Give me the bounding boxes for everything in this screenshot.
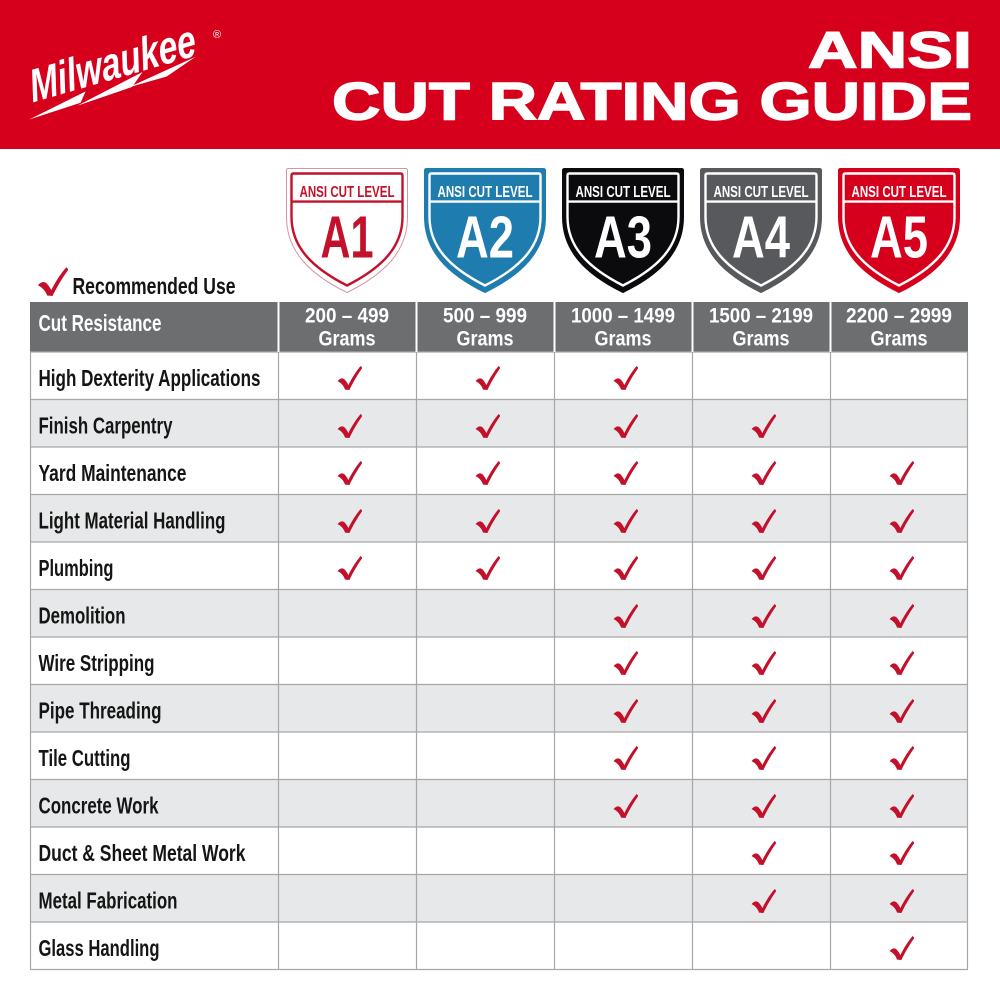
svg-text:Tile Cutting: Tile Cutting [39, 745, 131, 771]
svg-text:Glass Handling: Glass Handling [39, 935, 160, 961]
svg-text:Light Material Handling: Light Material Handling [39, 508, 226, 534]
svg-text:Duct & Sheet Metal Work: Duct & Sheet Metal Work [39, 840, 246, 866]
svg-text:ANSI: ANSI [808, 22, 972, 79]
svg-text:ANSI CUT LEVEL: ANSI CUT LEVEL [300, 184, 395, 201]
svg-text:200 – 499: 200 – 499 [305, 303, 389, 327]
svg-text:A4: A4 [732, 205, 790, 271]
svg-text:Pipe Threading: Pipe Threading [39, 698, 162, 724]
svg-text:1000 – 1499: 1000 – 1499 [571, 303, 675, 327]
svg-text:A2: A2 [456, 205, 514, 271]
svg-text:High Dexterity Applications: High Dexterity Applications [39, 365, 261, 391]
svg-text:Demolition: Demolition [39, 603, 126, 629]
svg-text:CUT RATING GUIDE: CUT RATING GUIDE [332, 73, 972, 132]
svg-text:Metal Fabrication: Metal Fabrication [39, 888, 178, 914]
svg-text:500 – 999: 500 – 999 [443, 303, 527, 327]
svg-text:Grams: Grams [871, 326, 928, 350]
svg-text:Grams: Grams [319, 326, 376, 350]
svg-text:ANSI CUT LEVEL: ANSI CUT LEVEL [714, 184, 809, 201]
svg-text:A5: A5 [870, 205, 928, 271]
svg-text:Grams: Grams [595, 326, 652, 350]
svg-text:Yard Maintenance: Yard Maintenance [39, 460, 187, 486]
svg-text:Finish Carpentry: Finish Carpentry [39, 413, 173, 439]
svg-text:A1: A1 [321, 205, 374, 271]
svg-text:Milwaukee: Milwaukee [25, 14, 199, 112]
svg-text:Recommended Use: Recommended Use [73, 273, 236, 299]
svg-text:1500 – 2199: 1500 – 2199 [709, 303, 813, 327]
svg-text:ANSI CUT LEVEL: ANSI CUT LEVEL [438, 184, 533, 201]
svg-text:Cut Resistance: Cut Resistance [39, 310, 162, 336]
svg-text:Plumbing: Plumbing [39, 555, 114, 581]
svg-text:ANSI CUT LEVEL: ANSI CUT LEVEL [576, 184, 671, 201]
svg-text:A3: A3 [594, 205, 652, 271]
svg-text:®: ® [213, 29, 221, 41]
svg-text:Concrete Work: Concrete Work [39, 793, 159, 819]
svg-text:2200 – 2999: 2200 – 2999 [846, 303, 952, 327]
svg-text:ANSI CUT LEVEL: ANSI CUT LEVEL [852, 184, 947, 201]
svg-text:Wire Stripping: Wire Stripping [39, 650, 155, 676]
svg-text:Grams: Grams [733, 326, 790, 350]
svg-text:Grams: Grams [457, 326, 514, 350]
